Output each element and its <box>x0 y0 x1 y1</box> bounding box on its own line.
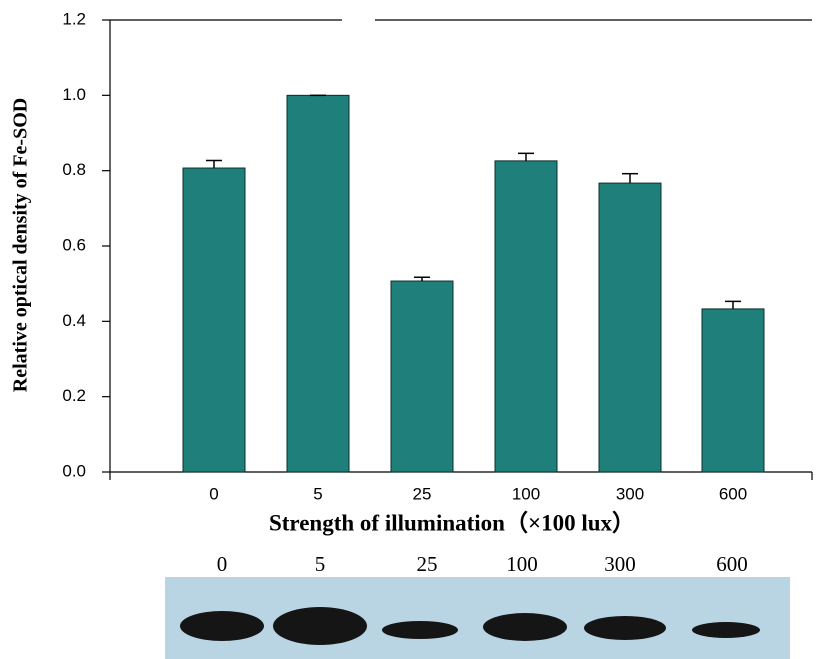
blot-lane-label: 100 <box>506 552 538 576</box>
y-tick-label: 1.0 <box>62 85 86 104</box>
bar <box>183 168 245 472</box>
y-tick-label: 1.2 <box>62 9 86 28</box>
x-axis-title: Strength of illumination（×100 lux） <box>269 509 635 535</box>
bar <box>495 161 557 472</box>
bar <box>391 281 453 472</box>
blot-lane-label: 25 <box>417 552 438 576</box>
x-tick-label: 5 <box>313 484 322 503</box>
y-tick-label: 0.4 <box>62 311 86 330</box>
blot-band <box>483 613 567 641</box>
blot-lane-label: 0 <box>217 552 228 576</box>
blot-lane-label: 5 <box>315 552 326 576</box>
blot-band <box>180 611 264 641</box>
y-tick-label: 0.6 <box>62 235 86 254</box>
blot-band <box>273 607 367 645</box>
blot-lane-label: 600 <box>716 552 748 576</box>
x-tick-label: 100 <box>512 484 540 503</box>
blot-lane-label: 300 <box>604 552 636 576</box>
x-tick-label: 600 <box>719 484 747 503</box>
y-tick-label: 0.2 <box>62 386 86 405</box>
figure: Relative optical density of Fe-SOD Stren… <box>0 0 827 659</box>
y-axis-title: Relative optical density of Fe-SOD <box>10 98 32 392</box>
x-tick-label: 25 <box>413 484 432 503</box>
bar <box>702 309 764 472</box>
y-tick-label: 0.8 <box>62 160 86 179</box>
y-tick-label: 0.0 <box>62 461 86 480</box>
x-tick-label: 0 <box>209 484 218 503</box>
x-tick-label: 300 <box>616 484 644 503</box>
bar <box>599 183 661 472</box>
blot-image <box>165 577 790 659</box>
bar <box>287 95 349 472</box>
blot-band <box>584 616 666 640</box>
blot-band <box>382 621 458 639</box>
blot-band <box>692 622 760 638</box>
